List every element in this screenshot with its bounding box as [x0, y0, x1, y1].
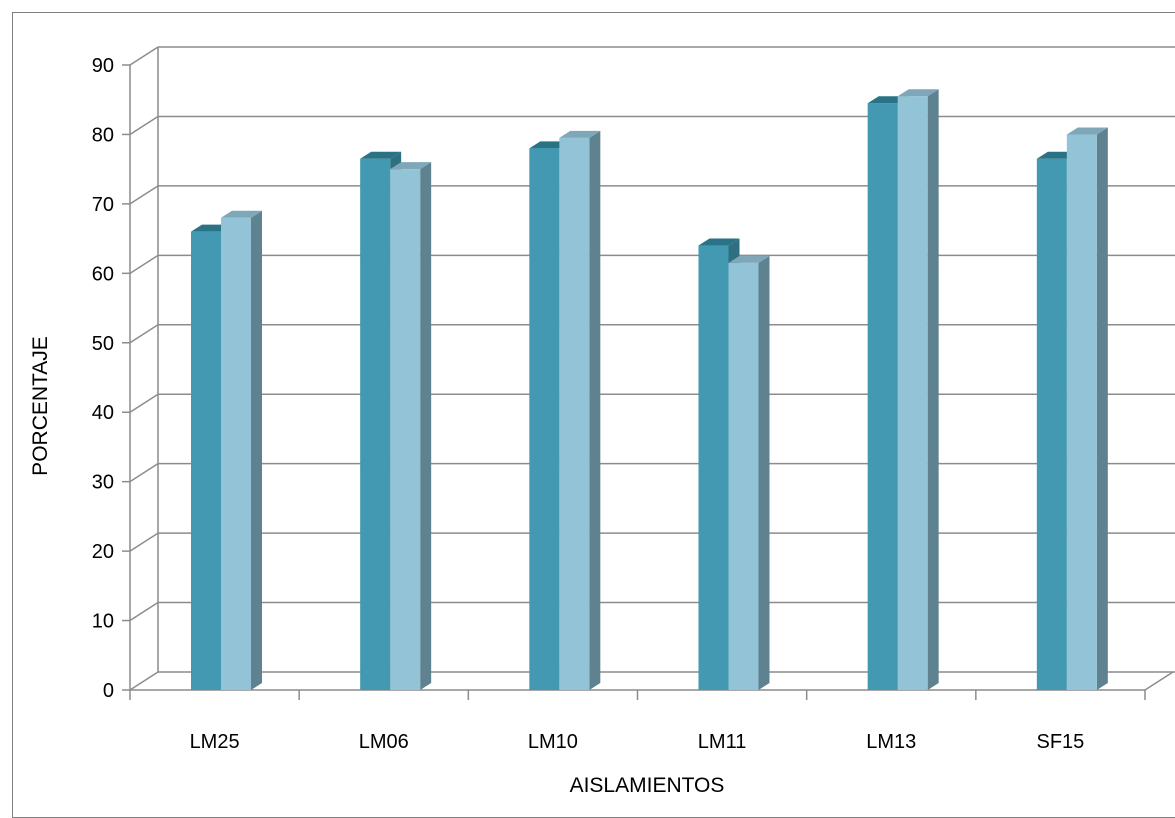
- gridline-side: [129, 324, 159, 344]
- y-tick-label: 0: [103, 680, 114, 702]
- bar-front: [390, 169, 421, 690]
- floor-right-edge: [1144, 671, 1174, 691]
- bar-side: [589, 130, 601, 690]
- bar-side: [758, 255, 770, 690]
- y-axis-title: PORCENTAJE: [29, 336, 52, 476]
- x-tick-label: LM06: [359, 731, 409, 753]
- y-tick-label: 50: [92, 333, 114, 355]
- y-tick-label: 70: [92, 194, 114, 216]
- x-tick-label: LM11: [698, 731, 747, 753]
- bar-top: [1066, 127, 1108, 135]
- bar-side: [927, 89, 939, 690]
- gridline-side: [129, 115, 159, 136]
- axes: [122, 47, 1174, 700]
- bar-side: [420, 162, 432, 690]
- bar-top: [360, 151, 402, 159]
- bar-top: [728, 255, 770, 263]
- bar-lm10-series-2: [559, 130, 601, 690]
- x-tick-labels: LM25 LM06 LM10 LM11 LM13 SF15: [190, 731, 1085, 753]
- gridline-side: [129, 601, 159, 622]
- bar-front: [221, 217, 251, 690]
- y-tick-label: 80: [92, 124, 114, 146]
- bar-front: [897, 96, 928, 690]
- bar-front: [698, 245, 729, 691]
- bar-side: [251, 210, 262, 690]
- bar-front: [867, 103, 898, 690]
- bar-sf15-series-2: [1066, 127, 1108, 690]
- x-axis-title: AISLAMIENTOS: [570, 774, 725, 797]
- bar-top: [698, 238, 740, 246]
- y-tick-label: 20: [92, 541, 114, 563]
- bar-front: [1066, 134, 1097, 690]
- bar-side: [1096, 127, 1108, 690]
- y-tick-label: 10: [92, 611, 114, 633]
- y-tick-label: 90: [92, 55, 114, 77]
- x-tick-label: LM13: [866, 731, 916, 753]
- gridlines: [129, 46, 1175, 691]
- y-tick-label: 40: [92, 402, 114, 424]
- gridline-side: [129, 254, 159, 274]
- bar-front: [559, 137, 590, 690]
- gridline-side: [129, 463, 159, 483]
- x-tick-label: LM25: [190, 731, 240, 753]
- bar-front: [728, 262, 759, 690]
- bar-top: [390, 162, 432, 170]
- bar-lm25-series-2: [221, 210, 262, 690]
- gridline-side: [129, 532, 159, 552]
- y-tick-labels: 0 10 20 30 40 50 60 70 80 90: [92, 55, 114, 702]
- gridline-side: [129, 671, 159, 691]
- bar-top: [559, 130, 601, 138]
- gridline-side: [129, 185, 159, 205]
- bar-front: [1036, 158, 1067, 690]
- gridline-side: [129, 393, 159, 413]
- bar-lm13-series-2: [897, 89, 939, 690]
- y-tick-label: 30: [92, 472, 114, 494]
- y-tick-label: 60: [92, 263, 114, 285]
- gridline-side: [129, 46, 159, 66]
- bar-top: [221, 210, 262, 218]
- x-tick-label: LM10: [528, 731, 578, 753]
- bar-front: [191, 231, 221, 690]
- bar-front: [360, 158, 391, 690]
- x-tick-label: SF15: [1037, 731, 1085, 753]
- bars: [191, 89, 1108, 691]
- bar-lm06-series-2: [390, 162, 432, 690]
- bar-top: [897, 89, 939, 97]
- bar-lm11-series-2: [728, 255, 770, 690]
- bar-front: [529, 148, 560, 691]
